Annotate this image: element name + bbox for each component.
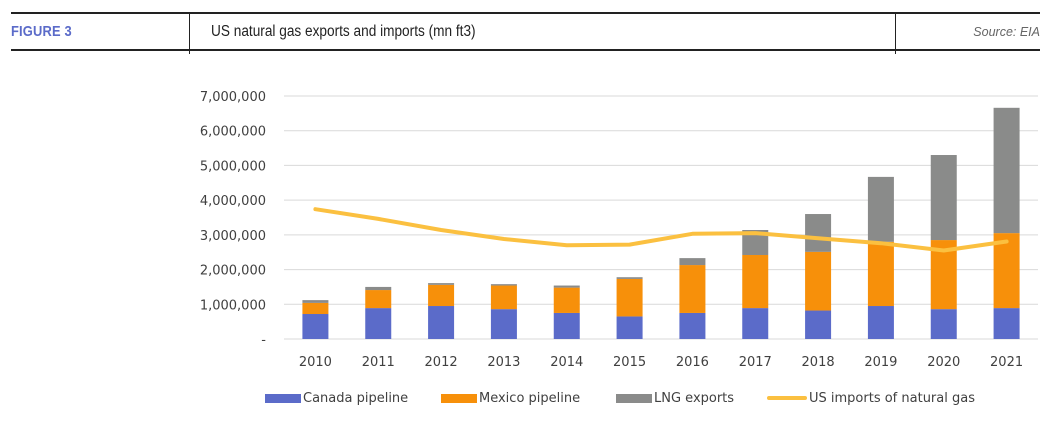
bar-mexico-pipeline-2018 bbox=[805, 251, 832, 311]
x-tick-label: 2017 bbox=[739, 355, 772, 370]
bar-canada-pipeline-2012 bbox=[428, 306, 455, 339]
bar-lng-exports-2021 bbox=[993, 107, 1020, 234]
imports-line bbox=[313, 207, 1009, 253]
bar-lng-exports-2013 bbox=[490, 284, 517, 286]
header-divider bbox=[895, 12, 896, 54]
bar-canada-pipeline-2016 bbox=[679, 312, 706, 339]
x-tick-label: 2015 bbox=[613, 355, 646, 370]
gridlines bbox=[284, 95, 1038, 340]
bar-mexico-pipeline-2019 bbox=[867, 241, 894, 307]
legend-swatch-lng bbox=[616, 393, 652, 403]
figure-source: Source: EIA bbox=[973, 25, 1040, 39]
bar-canada-pipeline-2020 bbox=[930, 309, 957, 339]
bar-mexico-pipeline-2010 bbox=[302, 302, 329, 315]
x-tick-label: 2016 bbox=[676, 355, 709, 370]
legend-item-canada: Canada pipeline bbox=[265, 389, 408, 407]
y-tick-label: 7,000,000 bbox=[200, 90, 266, 105]
figure-title: US natural gas exports and imports (mn f… bbox=[211, 23, 476, 40]
x-tick-label: 2019 bbox=[864, 355, 897, 370]
bar-lng-exports-2010 bbox=[302, 300, 329, 303]
bar-mexico-pipeline-2016 bbox=[679, 265, 706, 313]
bar-canada-pipeline-2015 bbox=[616, 316, 643, 339]
legend-swatch-canada bbox=[265, 393, 301, 403]
bar-lng-exports-2018 bbox=[805, 214, 832, 252]
bar-lng-exports-2014 bbox=[553, 285, 580, 288]
y-tick-label: 3,000,000 bbox=[200, 229, 266, 244]
x-tick-label: 2021 bbox=[990, 355, 1023, 370]
bar-canada-pipeline-2014 bbox=[553, 312, 580, 339]
y-tick-label: 1,000,000 bbox=[200, 298, 266, 313]
x-tick-label: 2011 bbox=[362, 355, 395, 370]
bar-mexico-pipeline-2021 bbox=[993, 233, 1020, 309]
imports-line-layer bbox=[313, 207, 1009, 253]
bar-lng-exports-2015 bbox=[616, 277, 643, 279]
x-axis-ticks: 2010 2011 2012 2013 2014 2015 2016 2017 2018 2019… bbox=[299, 355, 1023, 370]
y-tick-label: 4,000,000 bbox=[200, 194, 266, 209]
bar-mexico-pipeline-2015 bbox=[616, 278, 643, 317]
header-divider bbox=[189, 12, 190, 54]
legend-label: LNG exports bbox=[654, 390, 735, 406]
bar-canada-pipeline-2013 bbox=[490, 309, 517, 339]
bar-lng-exports-2020 bbox=[930, 155, 957, 241]
x-tick-label: 2018 bbox=[802, 355, 835, 370]
bar-lng-exports-2011 bbox=[365, 286, 392, 291]
bar-mexico-pipeline-2013 bbox=[490, 285, 517, 310]
x-tick-label: 2010 bbox=[299, 355, 332, 370]
legend-line-imports bbox=[767, 396, 807, 400]
legend-label: US imports of natural gas bbox=[809, 390, 975, 406]
bar-canada-pipeline-2017 bbox=[742, 308, 769, 339]
y-tick-label: - bbox=[261, 333, 266, 348]
y-tick-label: 5,000,000 bbox=[200, 159, 266, 174]
legend-label: Mexico pipeline bbox=[479, 390, 581, 406]
bar-mexico-pipeline-2012 bbox=[428, 284, 455, 307]
bar-canada-pipeline-2018 bbox=[805, 310, 832, 339]
x-tick-label: 2014 bbox=[550, 355, 583, 370]
legend-item-mexico: Mexico pipeline bbox=[441, 389, 580, 407]
x-tick-label: 2013 bbox=[487, 355, 520, 370]
y-tick-label: 6,000,000 bbox=[200, 125, 266, 140]
bar-canada-pipeline-2011 bbox=[365, 308, 392, 339]
x-tick-label: 2020 bbox=[927, 355, 960, 370]
figure-header: FIGURE 3 US natural gas exports and impo… bbox=[11, 12, 1040, 54]
legend: Canada pipeline Mexico pipeline LNG expo… bbox=[0, 389, 1050, 407]
bar-mexico-pipeline-2011 bbox=[365, 290, 392, 309]
bar-canada-pipeline-2010 bbox=[302, 314, 329, 339]
legend-swatch-mexico bbox=[441, 393, 477, 403]
bar-lng-exports-2012 bbox=[428, 283, 455, 285]
bar-mexico-pipeline-2014 bbox=[553, 287, 580, 313]
bar-canada-pipeline-2019 bbox=[867, 306, 894, 339]
bar-lng-exports-2016 bbox=[679, 258, 706, 266]
figure-label: FIGURE 3 bbox=[11, 23, 72, 40]
bar-canada-pipeline-2021 bbox=[993, 308, 1020, 339]
legend-label: Canada pipeline bbox=[303, 390, 409, 406]
bars bbox=[302, 107, 1020, 339]
y-axis-ticks: - 1,000,000 2,000,000 3,000,000 4,000,000 5,0… bbox=[200, 90, 266, 348]
legend-item-lng: LNG exports bbox=[616, 389, 734, 407]
y-tick-label: 2,000,000 bbox=[200, 264, 266, 279]
bar-mexico-pipeline-2017 bbox=[742, 254, 769, 309]
x-tick-label: 2012 bbox=[425, 355, 458, 370]
bar-lng-exports-2019 bbox=[867, 176, 894, 242]
legend-item-imports: US imports of natural gas bbox=[767, 389, 975, 407]
